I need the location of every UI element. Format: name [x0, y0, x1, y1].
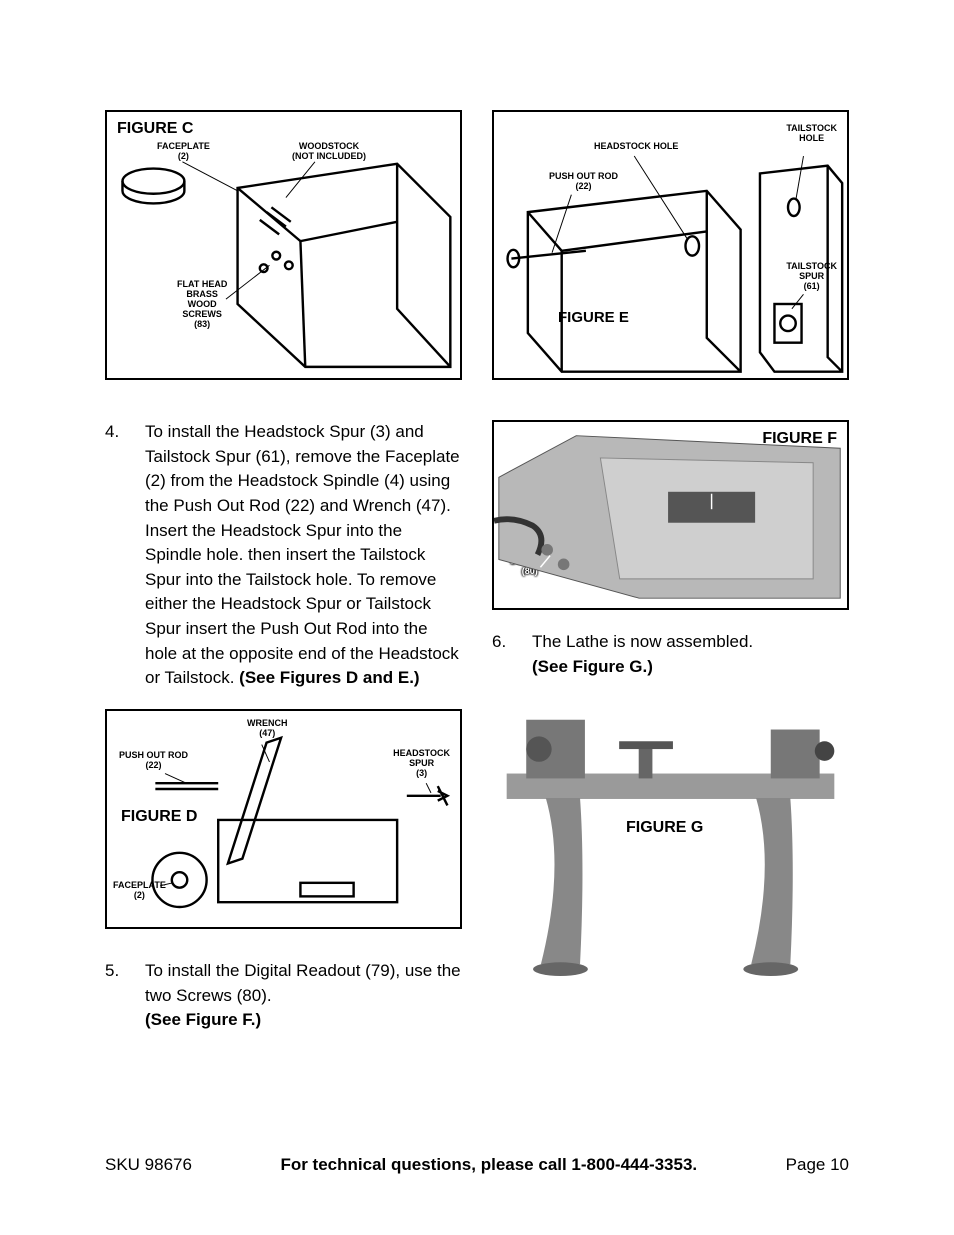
step-4-ref: (See Figures D and E.)	[239, 668, 419, 687]
step-5-body: To install the Digital Readout (79), use…	[145, 961, 461, 1005]
step-6: 6. The Lathe is now assembled. (See Figu…	[492, 630, 849, 679]
footer-tech: For technical questions, please call 1-8…	[280, 1155, 697, 1175]
page-footer: SKU 98676 For technical questions, pleas…	[105, 1155, 849, 1175]
step-4-text: To install the Headstock Spur (3) and Ta…	[145, 420, 462, 691]
step-5-number: 5.	[105, 959, 145, 1033]
step-4-body: To install the Headstock Spur (3) and Ta…	[145, 422, 460, 687]
step-5-ref: (See Figure F.)	[145, 1010, 261, 1029]
figure-f: FIGURE F DIGITAL READOUT (79) SCREWS (80…	[492, 420, 849, 610]
step-5-text: To install the Digital Readout (79), use…	[145, 959, 462, 1033]
figure-e: FIGURE E HEADSTOCK HOLE PUSH OUT ROD (22…	[492, 110, 849, 380]
figure-f-diagram	[494, 422, 847, 608]
step-6-text: The Lathe is now assembled. (See Figure …	[532, 630, 849, 679]
step-6-ref: (See Figure G.)	[532, 657, 653, 676]
figure-g-label: FIGURE G	[622, 817, 707, 839]
figure-e-diagram	[494, 112, 847, 378]
figure-d: FIGURE D WRENCH (47) PUSH OUT ROD (22) H…	[105, 709, 462, 929]
step-4: 4. To install the Headstock Spur (3) and…	[105, 420, 462, 691]
figure-g: FIGURE G	[492, 697, 849, 987]
figure-g-diagram	[492, 697, 849, 987]
step-5: 5. To install the Digital Readout (79), …	[105, 959, 462, 1033]
figure-c-diagram	[107, 112, 460, 378]
step-6-body: The Lathe is now assembled.	[532, 632, 753, 651]
footer-sku: SKU 98676	[105, 1155, 192, 1175]
step-4-number: 4.	[105, 420, 145, 691]
step-6-number: 6.	[492, 630, 532, 679]
figure-d-diagram	[107, 711, 460, 927]
figure-c: FIGURE C FACEPLATE (2) WOODSTOCK (NOT IN…	[105, 110, 462, 380]
footer-page: Page 10	[786, 1155, 849, 1175]
